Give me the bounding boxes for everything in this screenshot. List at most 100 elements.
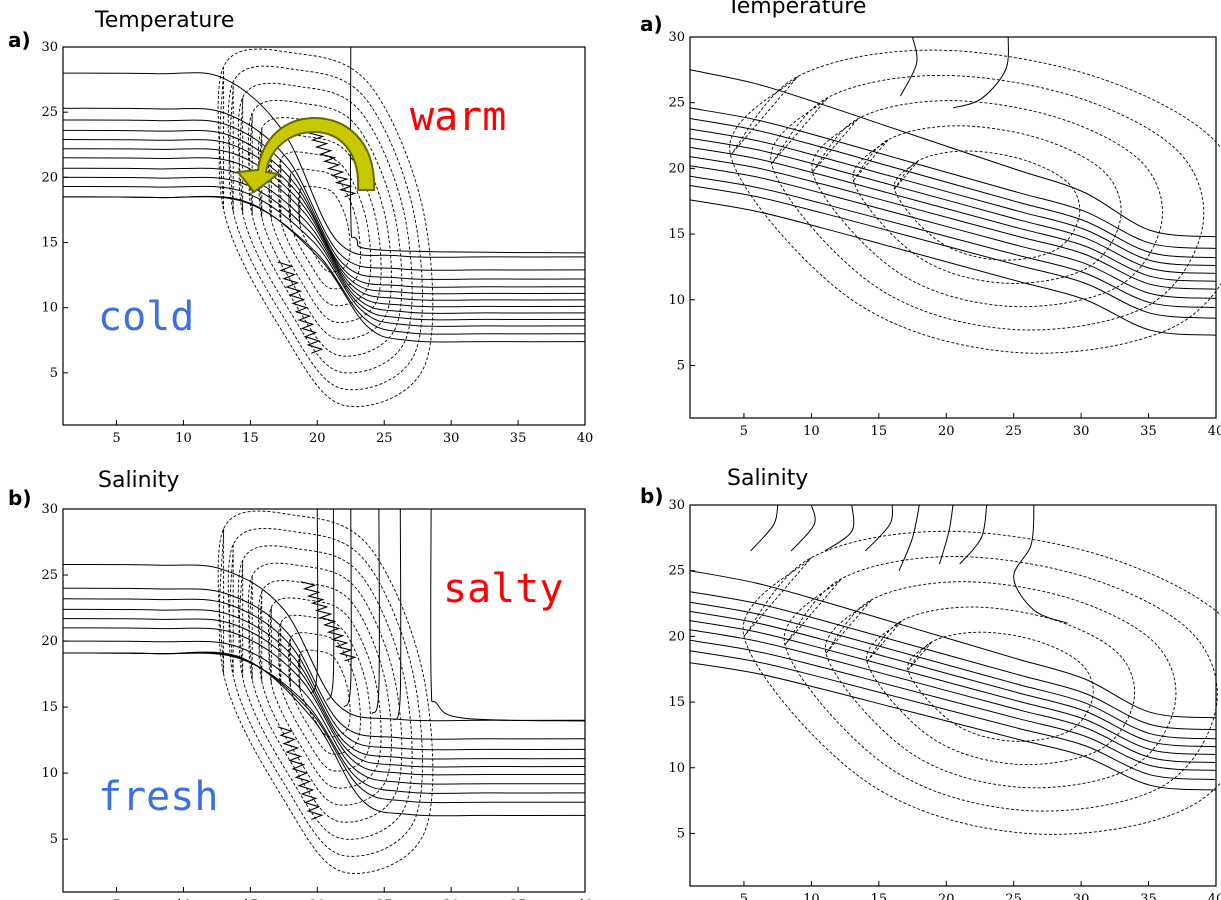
contour-line bbox=[689, 118, 1217, 259]
x-tick-label: 20 bbox=[938, 892, 955, 900]
contour-line bbox=[899, 36, 918, 97]
contour-line bbox=[959, 504, 988, 565]
eddy-ring bbox=[907, 631, 1094, 742]
panel-label-tr: a) bbox=[640, 12, 663, 36]
eddy-ring bbox=[247, 562, 403, 823]
x-tick-label: 25 bbox=[376, 431, 393, 446]
eddy-ring bbox=[288, 632, 361, 755]
x-tick-label: 10 bbox=[803, 892, 820, 900]
contour-line bbox=[393, 508, 402, 721]
eddy-ring bbox=[227, 528, 423, 857]
contour-line bbox=[62, 640, 586, 785]
contour-line bbox=[62, 618, 586, 768]
temperature-plot-left: 5 10 15 20 25 30 35 40 5 10 15 20 25 30 bbox=[41, 40, 593, 446]
contour-line bbox=[689, 650, 1217, 781]
contour-line bbox=[62, 176, 586, 321]
x-tick-label: 15 bbox=[242, 431, 259, 446]
y-tick-label: 10 bbox=[668, 293, 685, 308]
eddy-contours bbox=[217, 510, 434, 874]
contour-line bbox=[326, 508, 335, 701]
eddy-ring bbox=[866, 606, 1136, 766]
contour-line bbox=[689, 601, 1217, 740]
x-tick-label: 40 bbox=[1208, 892, 1221, 900]
dense-streaks bbox=[277, 581, 357, 820]
y-tick-label: 30 bbox=[41, 502, 58, 517]
x-tick-label: 25 bbox=[376, 898, 393, 900]
contour-line bbox=[62, 139, 586, 295]
rotation-arrow bbox=[236, 116, 376, 194]
y-tick-label: 10 bbox=[668, 761, 685, 776]
y-tick-label: 30 bbox=[668, 30, 685, 45]
x-tick-label: 30 bbox=[1073, 424, 1090, 439]
eddy-ring bbox=[729, 49, 1221, 354]
y-tick-label: 25 bbox=[668, 96, 685, 111]
contour-line bbox=[689, 185, 1217, 319]
x-tick-label: 5 bbox=[112, 898, 120, 900]
x-tick-label: 10 bbox=[175, 898, 192, 900]
contour-line bbox=[689, 69, 1217, 238]
contour-line bbox=[689, 107, 1217, 249]
contour-line bbox=[939, 504, 954, 565]
arrow-body bbox=[236, 116, 376, 194]
x-tick-label: 25 bbox=[1005, 424, 1022, 439]
x-tick-label: 10 bbox=[803, 424, 820, 439]
eddy-contours bbox=[729, 49, 1221, 354]
contour-line bbox=[62, 157, 586, 308]
x-tick-label: 25 bbox=[1005, 892, 1022, 900]
contour-line bbox=[689, 175, 1217, 309]
annotation-cold: cold bbox=[98, 294, 195, 340]
salinity-plot-left: 5 10 15 20 25 30 35 40 5 10 15 20 25 30 bbox=[41, 502, 594, 900]
contour-line bbox=[689, 146, 1217, 282]
y-tick-label: 25 bbox=[41, 568, 58, 583]
y-tick-label: 20 bbox=[41, 634, 58, 649]
eddy-ring bbox=[268, 134, 382, 323]
contour-line bbox=[62, 148, 586, 301]
eddy-ring bbox=[298, 185, 351, 273]
y-tick-label: 20 bbox=[668, 161, 685, 176]
x-tick-label: 15 bbox=[242, 898, 259, 900]
x-tick-label: 30 bbox=[1073, 892, 1090, 900]
contour-line bbox=[62, 107, 586, 271]
streak bbox=[277, 726, 324, 820]
eddy-ring bbox=[278, 151, 372, 307]
contour-line bbox=[62, 119, 586, 280]
contour-line bbox=[689, 610, 1217, 748]
contour-group bbox=[62, 46, 586, 343]
eddy-ring bbox=[227, 65, 423, 391]
contour-group bbox=[689, 36, 1217, 336]
eddy-ring bbox=[217, 48, 434, 408]
x-tick-label: 30 bbox=[443, 431, 460, 446]
streak bbox=[277, 261, 324, 354]
y-tick-label: 10 bbox=[41, 301, 58, 316]
contour-line bbox=[689, 156, 1217, 290]
y-tick-label: 25 bbox=[668, 564, 685, 579]
eddy-ring bbox=[257, 117, 392, 340]
x-tick-label: 35 bbox=[1140, 424, 1157, 439]
y-tick-label: 20 bbox=[41, 170, 58, 185]
eddy-ring bbox=[288, 168, 361, 290]
contour-line bbox=[952, 36, 1009, 109]
contour-group bbox=[62, 508, 586, 817]
annotation-fresh: fresh bbox=[98, 774, 219, 820]
annotation-warm: warm bbox=[410, 94, 507, 140]
x-tick-label: 35 bbox=[1140, 892, 1157, 900]
eddy-ring bbox=[278, 614, 372, 772]
contour-line bbox=[689, 629, 1217, 763]
contour-line bbox=[689, 165, 1217, 299]
contour-group bbox=[689, 504, 1217, 791]
x-tick-label: 40 bbox=[577, 898, 594, 900]
panel-title-tl: Temperature bbox=[95, 8, 235, 33]
x-tick-label: 15 bbox=[871, 424, 888, 439]
eddy-ring bbox=[257, 580, 392, 806]
contour-line bbox=[62, 195, 586, 343]
plot-frame bbox=[62, 508, 586, 893]
panel-title-bl: Salinity bbox=[98, 468, 180, 493]
x-tick-label: 10 bbox=[175, 431, 192, 446]
contour-line bbox=[62, 129, 586, 288]
y-tick-label: 15 bbox=[41, 700, 58, 715]
y-tick-label: 5 bbox=[50, 366, 58, 381]
contour-line bbox=[689, 570, 1217, 719]
eddy-ring bbox=[825, 581, 1177, 789]
contour-line bbox=[62, 651, 586, 817]
